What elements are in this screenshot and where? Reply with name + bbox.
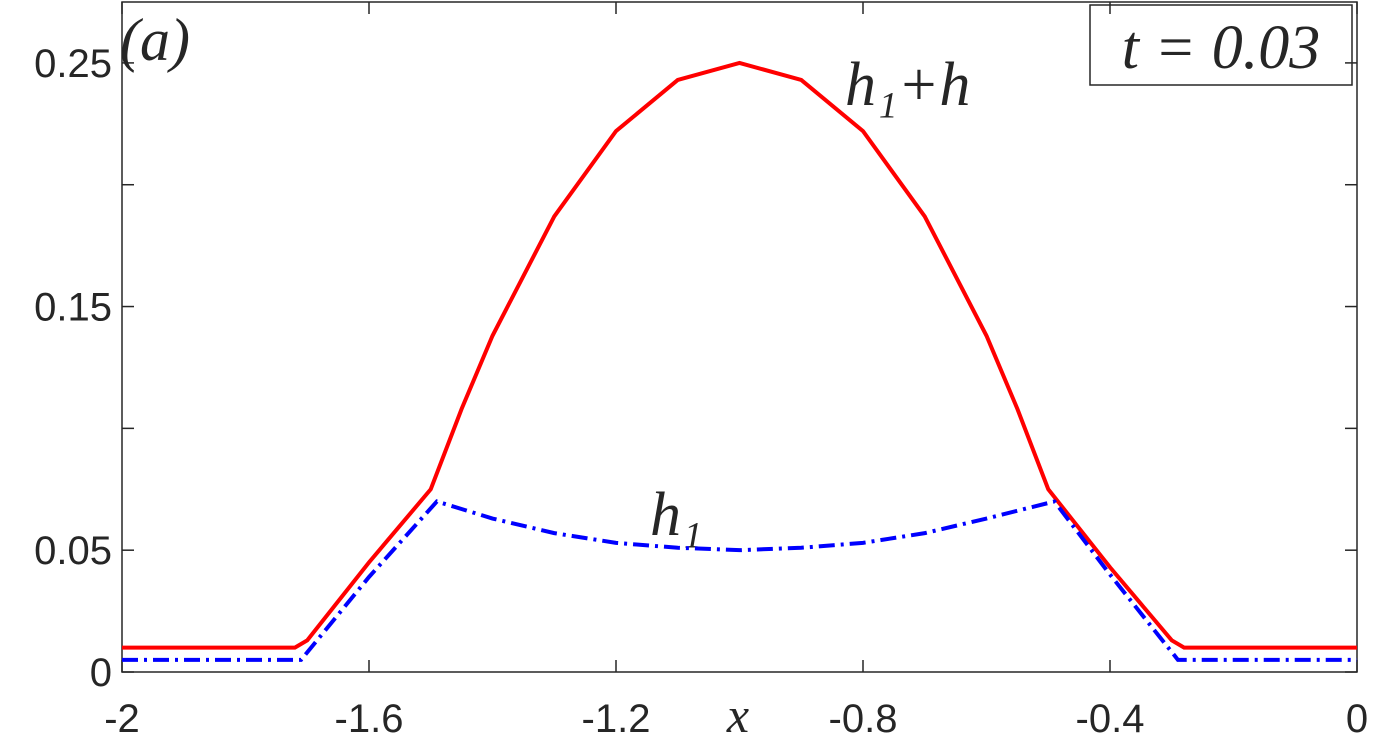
time-box (1089, 4, 1353, 86)
x-tick-label: -1.6 (335, 697, 404, 741)
lower-label: h₁ (650, 481, 703, 549)
x-tick-label: -0.8 (829, 697, 898, 741)
y-tick-label: 0.15 (34, 286, 112, 330)
y-tick-label: 0 (90, 651, 112, 695)
x-tick-label: -0.4 (1076, 697, 1145, 741)
time-label: t = 0.03 (1122, 14, 1321, 82)
x-axis-label: x (726, 687, 749, 742)
x-tick-label: -2 (104, 697, 140, 741)
x-tick-label: -1.2 (582, 697, 651, 741)
y-tick-label: 0.25 (34, 42, 112, 86)
series-line (122, 499, 1357, 662)
x-tick-label: 0 (1346, 697, 1368, 741)
y-tick-label: 0.05 (34, 529, 112, 573)
panel-label: (a) (120, 7, 190, 73)
plot-frame (121, 1, 1358, 673)
series-line (122, 60, 1357, 650)
upper-label: h₁+h (845, 51, 970, 119)
